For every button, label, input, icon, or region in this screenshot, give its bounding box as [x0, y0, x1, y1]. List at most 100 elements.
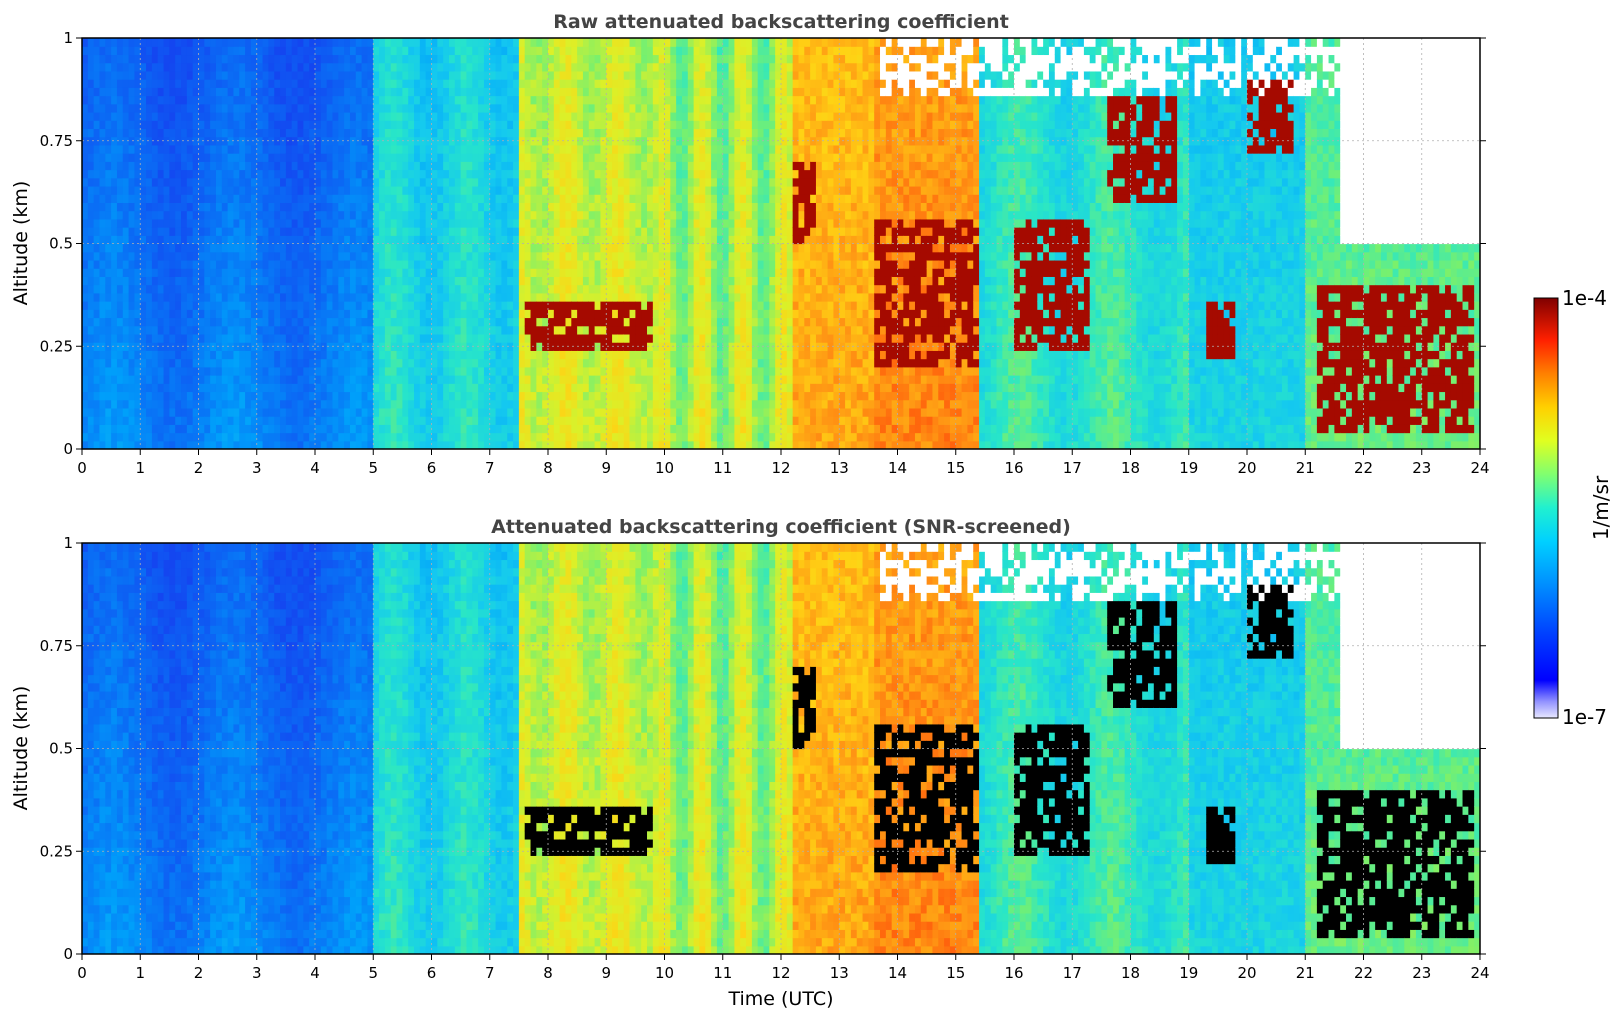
heatmap-cell: [507, 185, 514, 195]
heatmap-cell: [419, 333, 427, 343]
heatmap-cell: [105, 259, 112, 269]
heatmap-cell: [367, 342, 374, 351]
heatmap-cell: [553, 194, 561, 203]
heatmap-cell: [577, 301, 584, 310]
heatmap-cell: [239, 383, 246, 393]
heatmap-cell: [396, 325, 403, 335]
heatmap-cell: [338, 194, 345, 203]
heatmap-cell: [489, 317, 497, 327]
heatmap-cell: [111, 440, 118, 449]
heatmap-cell: [425, 243, 433, 253]
heatmap-cell: [606, 358, 613, 368]
heatmap-cell: [524, 62, 532, 72]
heatmap-cell: [559, 46, 567, 56]
heatmap-cell: [122, 210, 130, 220]
heatmap-cell: [594, 259, 602, 269]
heatmap-cell: [483, 416, 491, 425]
heatmap-cell: [297, 136, 304, 146]
heatmap-cell: [320, 153, 328, 162]
heatmap-cell: [338, 120, 345, 130]
heatmap-cell: [87, 38, 95, 47]
heatmap-cell: [239, 38, 246, 47]
heatmap-cell: [530, 276, 537, 286]
heatmap-cell: [315, 375, 322, 384]
heatmap-cell: [297, 38, 304, 47]
heatmap-cell: [332, 407, 339, 417]
heatmap-cell: [326, 342, 334, 351]
heatmap-cell: [186, 227, 194, 236]
heatmap-cell: [250, 161, 258, 171]
heatmap-cell: [384, 325, 392, 335]
heatmap-cell: [146, 375, 153, 384]
heatmap-cell: [647, 259, 654, 269]
heatmap-cell: [303, 70, 310, 80]
heatmap-cell: [507, 54, 514, 64]
heatmap-cell: [116, 46, 124, 56]
heatmap-cell: [507, 46, 514, 56]
heatmap-cell: [629, 210, 636, 220]
heatmap-cell: [239, 227, 246, 236]
heatmap-cell: [559, 440, 567, 449]
heatmap-cell: [186, 268, 194, 277]
heatmap-cell: [280, 276, 287, 286]
heatmap-cell: [594, 62, 602, 72]
heatmap-cell: [105, 292, 112, 302]
heatmap-cell: [431, 161, 438, 171]
heatmap-cell: [215, 161, 223, 171]
heatmap-cell: [262, 424, 269, 434]
heatmap-cell: [553, 177, 561, 187]
heatmap-cell: [373, 128, 380, 138]
heatmap-cell: [373, 153, 380, 162]
heatmap-cell: [379, 70, 386, 80]
heatmap-cell: [122, 70, 130, 80]
heatmap-cell: [280, 350, 287, 360]
heatmap-cell: [647, 136, 654, 146]
heatmap-cell: [518, 276, 526, 286]
heatmap-cell: [140, 153, 147, 162]
heatmap-cell: [122, 366, 130, 376]
heatmap-cell: [239, 424, 246, 434]
heatmap-cell: [588, 292, 596, 302]
heatmap-cell: [116, 210, 124, 220]
heatmap-cell: [291, 95, 299, 105]
heatmap-cell: [559, 284, 567, 294]
heatmap-cell: [588, 46, 596, 56]
heatmap-cell: [134, 227, 141, 236]
heatmap-cell: [169, 292, 176, 302]
heatmap-cell: [518, 202, 526, 212]
heatmap-cell: [396, 128, 403, 138]
heatmap-cell: [472, 317, 479, 327]
heatmap-cell: [530, 79, 537, 88]
heatmap-cell: [612, 416, 619, 425]
heatmap-cell: [483, 46, 491, 56]
heatmap-cell: [588, 251, 596, 261]
heatmap-cell: [548, 440, 555, 449]
heatmap-cell: [419, 144, 427, 154]
heatmap-cell: [384, 95, 392, 105]
heatmap-cell: [542, 161, 549, 171]
heatmap-cell: [641, 309, 648, 319]
heatmap-cell: [332, 424, 339, 434]
heatmap-cell: [122, 46, 130, 56]
heatmap-cell: [414, 440, 421, 449]
heatmap-cell: [215, 251, 223, 261]
heatmap-cell: [239, 87, 246, 97]
heatmap-cell: [373, 87, 380, 97]
heatmap-cell: [87, 177, 95, 187]
heatmap-cell: [518, 38, 526, 47]
heatmap-cell: [530, 366, 537, 376]
heatmap-cell: [658, 70, 666, 80]
heatmap-cell: [349, 284, 357, 294]
heatmap-cell: [373, 210, 380, 220]
heatmap-cell: [606, 120, 613, 130]
heatmap-cell: [163, 391, 170, 401]
heatmap-cell: [641, 301, 648, 310]
heatmap-cell: [320, 87, 328, 97]
heatmap-cell: [431, 202, 438, 212]
heatmap-cell: [565, 194, 572, 203]
heatmap-cell: [408, 375, 415, 384]
heatmap-cell: [448, 432, 456, 442]
heatmap-cell: [303, 399, 310, 409]
heatmap-cell: [379, 243, 386, 253]
heatmap-cell: [105, 95, 112, 105]
